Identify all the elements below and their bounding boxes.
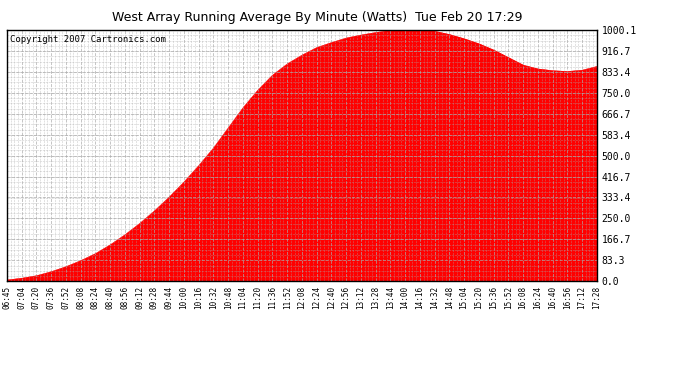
Text: West Array Running Average By Minute (Watts)  Tue Feb 20 17:29: West Array Running Average By Minute (Wa… (112, 11, 522, 24)
Text: Copyright 2007 Cartronics.com: Copyright 2007 Cartronics.com (10, 35, 166, 44)
